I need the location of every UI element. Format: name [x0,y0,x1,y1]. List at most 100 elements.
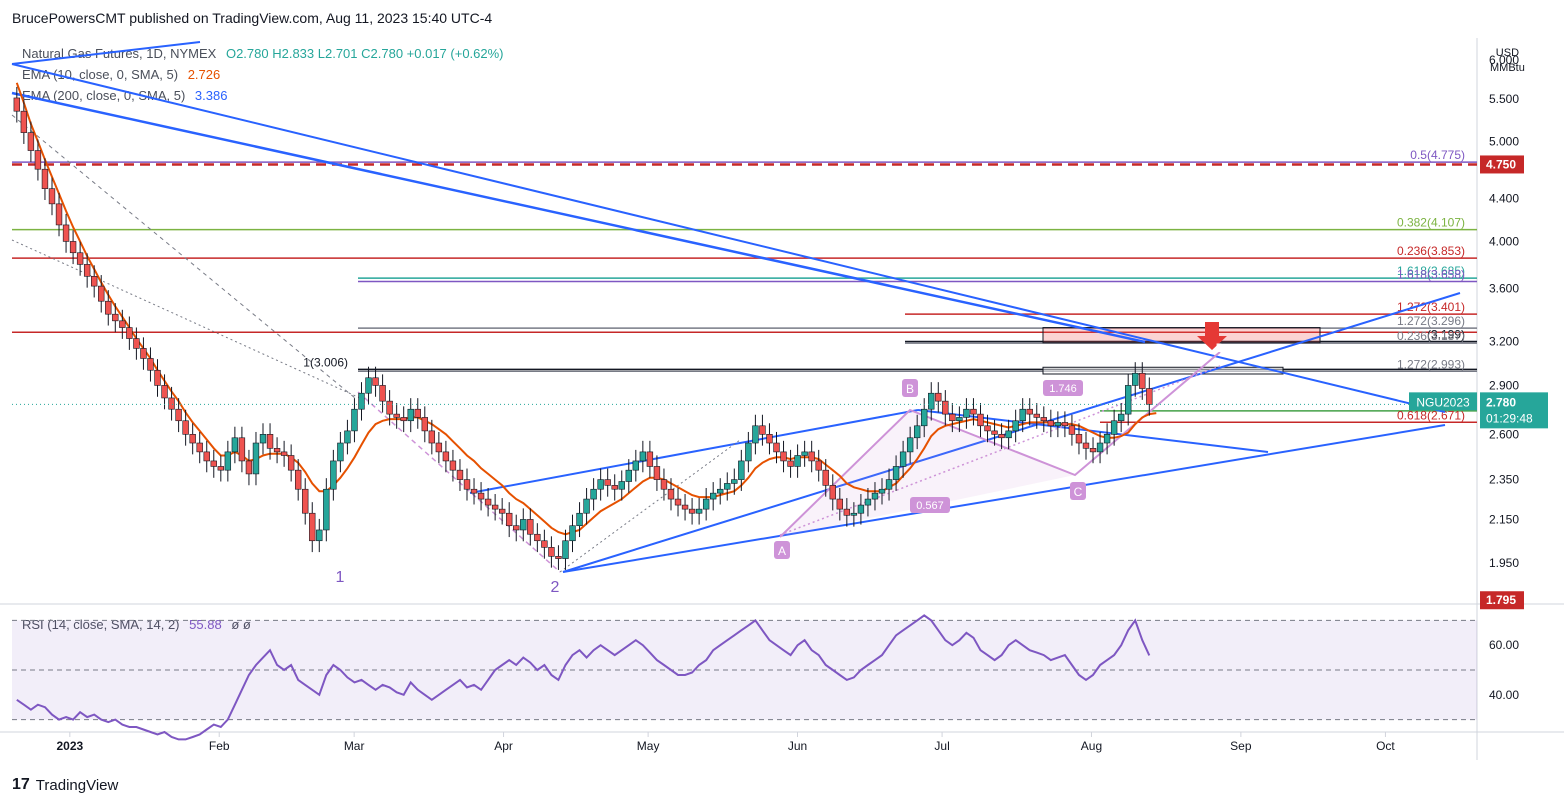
y-tick-label: 3.200 [1489,334,1519,348]
candle-body [892,466,900,480]
candle-body [112,313,119,322]
candle-body [1146,388,1153,405]
pattern-point-label: B [906,382,914,396]
price-mark-tag [1480,155,1524,174]
ohlc-values: O2.780 H2.833 L2.701 C2.780 +0.017 (+0.6… [225,46,504,61]
candle-body [970,408,977,415]
candle-body [1103,434,1111,444]
candle-body [238,437,246,462]
candle-body [259,434,267,444]
y-tick-label: 3.600 [1489,282,1519,296]
candle-body [731,479,738,484]
candle-body [1040,417,1047,422]
ratio-badge [910,497,950,513]
candle-body [1089,448,1097,453]
candle-body [583,498,590,514]
candle-body [400,417,407,422]
candle-body [520,519,527,531]
candle-body [548,547,555,557]
candle-body [885,479,893,490]
candle-body [1068,425,1076,435]
candle-body [878,488,886,494]
candle-body [688,508,696,514]
candle-body [323,488,330,531]
candle-body [597,479,604,490]
y-tick-label: 2.900 [1489,378,1519,392]
candle-body [365,377,372,394]
ratio-label: 1.746 [1049,383,1077,395]
candle-body [98,285,105,302]
ratio-badge [1043,380,1083,396]
candle-body [189,434,196,444]
candle-body [393,413,400,418]
candle-body [302,488,309,514]
symbol-tag-label: NGU2023 [1416,395,1470,409]
x-tick-label: Jul [934,739,949,753]
pattern-point-label: A [778,544,786,558]
currency-unit: USD MMBtu [1490,46,1525,76]
candle-body [34,150,42,170]
pattern-point-label: C [1074,485,1083,499]
candle-body [1012,420,1019,432]
candle-body [126,327,133,339]
publisher-header: BrucePowersCMT published on TradingView.… [12,10,493,26]
x-tick-label: Aug [1081,739,1102,753]
y-tick-label: 4.400 [1489,192,1519,206]
candle-body [871,492,879,500]
candle-body [477,492,485,500]
candle-body [414,408,421,418]
pattern-point-label: D [1216,341,1225,355]
ema10-legend: EMA (10, close, 0, SMA, 5) 2.726 [22,67,220,82]
ema10-label[interactable]: EMA (10, close, 0, SMA, 5) [22,67,179,82]
candle-body [843,508,851,516]
candle-body [717,488,724,494]
candle-body [766,434,773,444]
pattern-point-badge [902,379,918,397]
candle-body [1033,413,1040,418]
resistance-zone-box [1042,366,1284,375]
countdown-label: 01:29:48 [1486,411,1533,425]
candle-body [421,417,428,432]
candle-body [1019,408,1026,422]
candle-body [850,512,858,516]
candle-body [231,437,239,453]
candle-body [794,455,801,467]
candle-body [76,252,84,265]
candle-body [899,451,907,467]
ema200-trendline [11,91,1146,344]
candle-body [1132,372,1139,386]
x-tick-label: Sep [1230,739,1252,753]
fib-level-label: 0.236(3.853) [1397,244,1465,258]
candle-body [1054,422,1062,427]
candle-body [984,425,991,432]
candle-body [1139,372,1146,389]
wave-retrace [357,391,561,573]
ema200-label[interactable]: EMA (200, close, 0, SMA, 5) [22,88,186,103]
candle-body [949,413,956,422]
candle-body [498,508,506,514]
rsi-line [16,614,1151,741]
x-tick-label: May [637,739,660,753]
candle-body [646,451,654,467]
candle-body [372,377,379,386]
candle-body [738,460,745,480]
candle-body [449,460,457,471]
fib-level-label: 1.272(2.993) [1397,357,1465,371]
candle-body [491,504,499,510]
candle-body [956,417,963,422]
candle-body [991,430,998,435]
candle-body [456,469,464,480]
candle-body [611,485,618,490]
candle-body [625,469,632,482]
candle-body [358,392,365,410]
fib-level-label: 1.272(3.401) [1397,300,1465,314]
target-arrow-icon [1197,322,1227,350]
candle-body [808,451,815,462]
candle-body [1110,420,1118,435]
last-price-tag [1480,392,1548,429]
symbol-tag [1409,392,1477,411]
symbol-legend: Natural Gas Futures, 1D, NYMEX O2.780 H2… [22,46,504,61]
candle-body [906,437,914,453]
fib-level-label: 1.272(3.296) [1397,314,1465,328]
